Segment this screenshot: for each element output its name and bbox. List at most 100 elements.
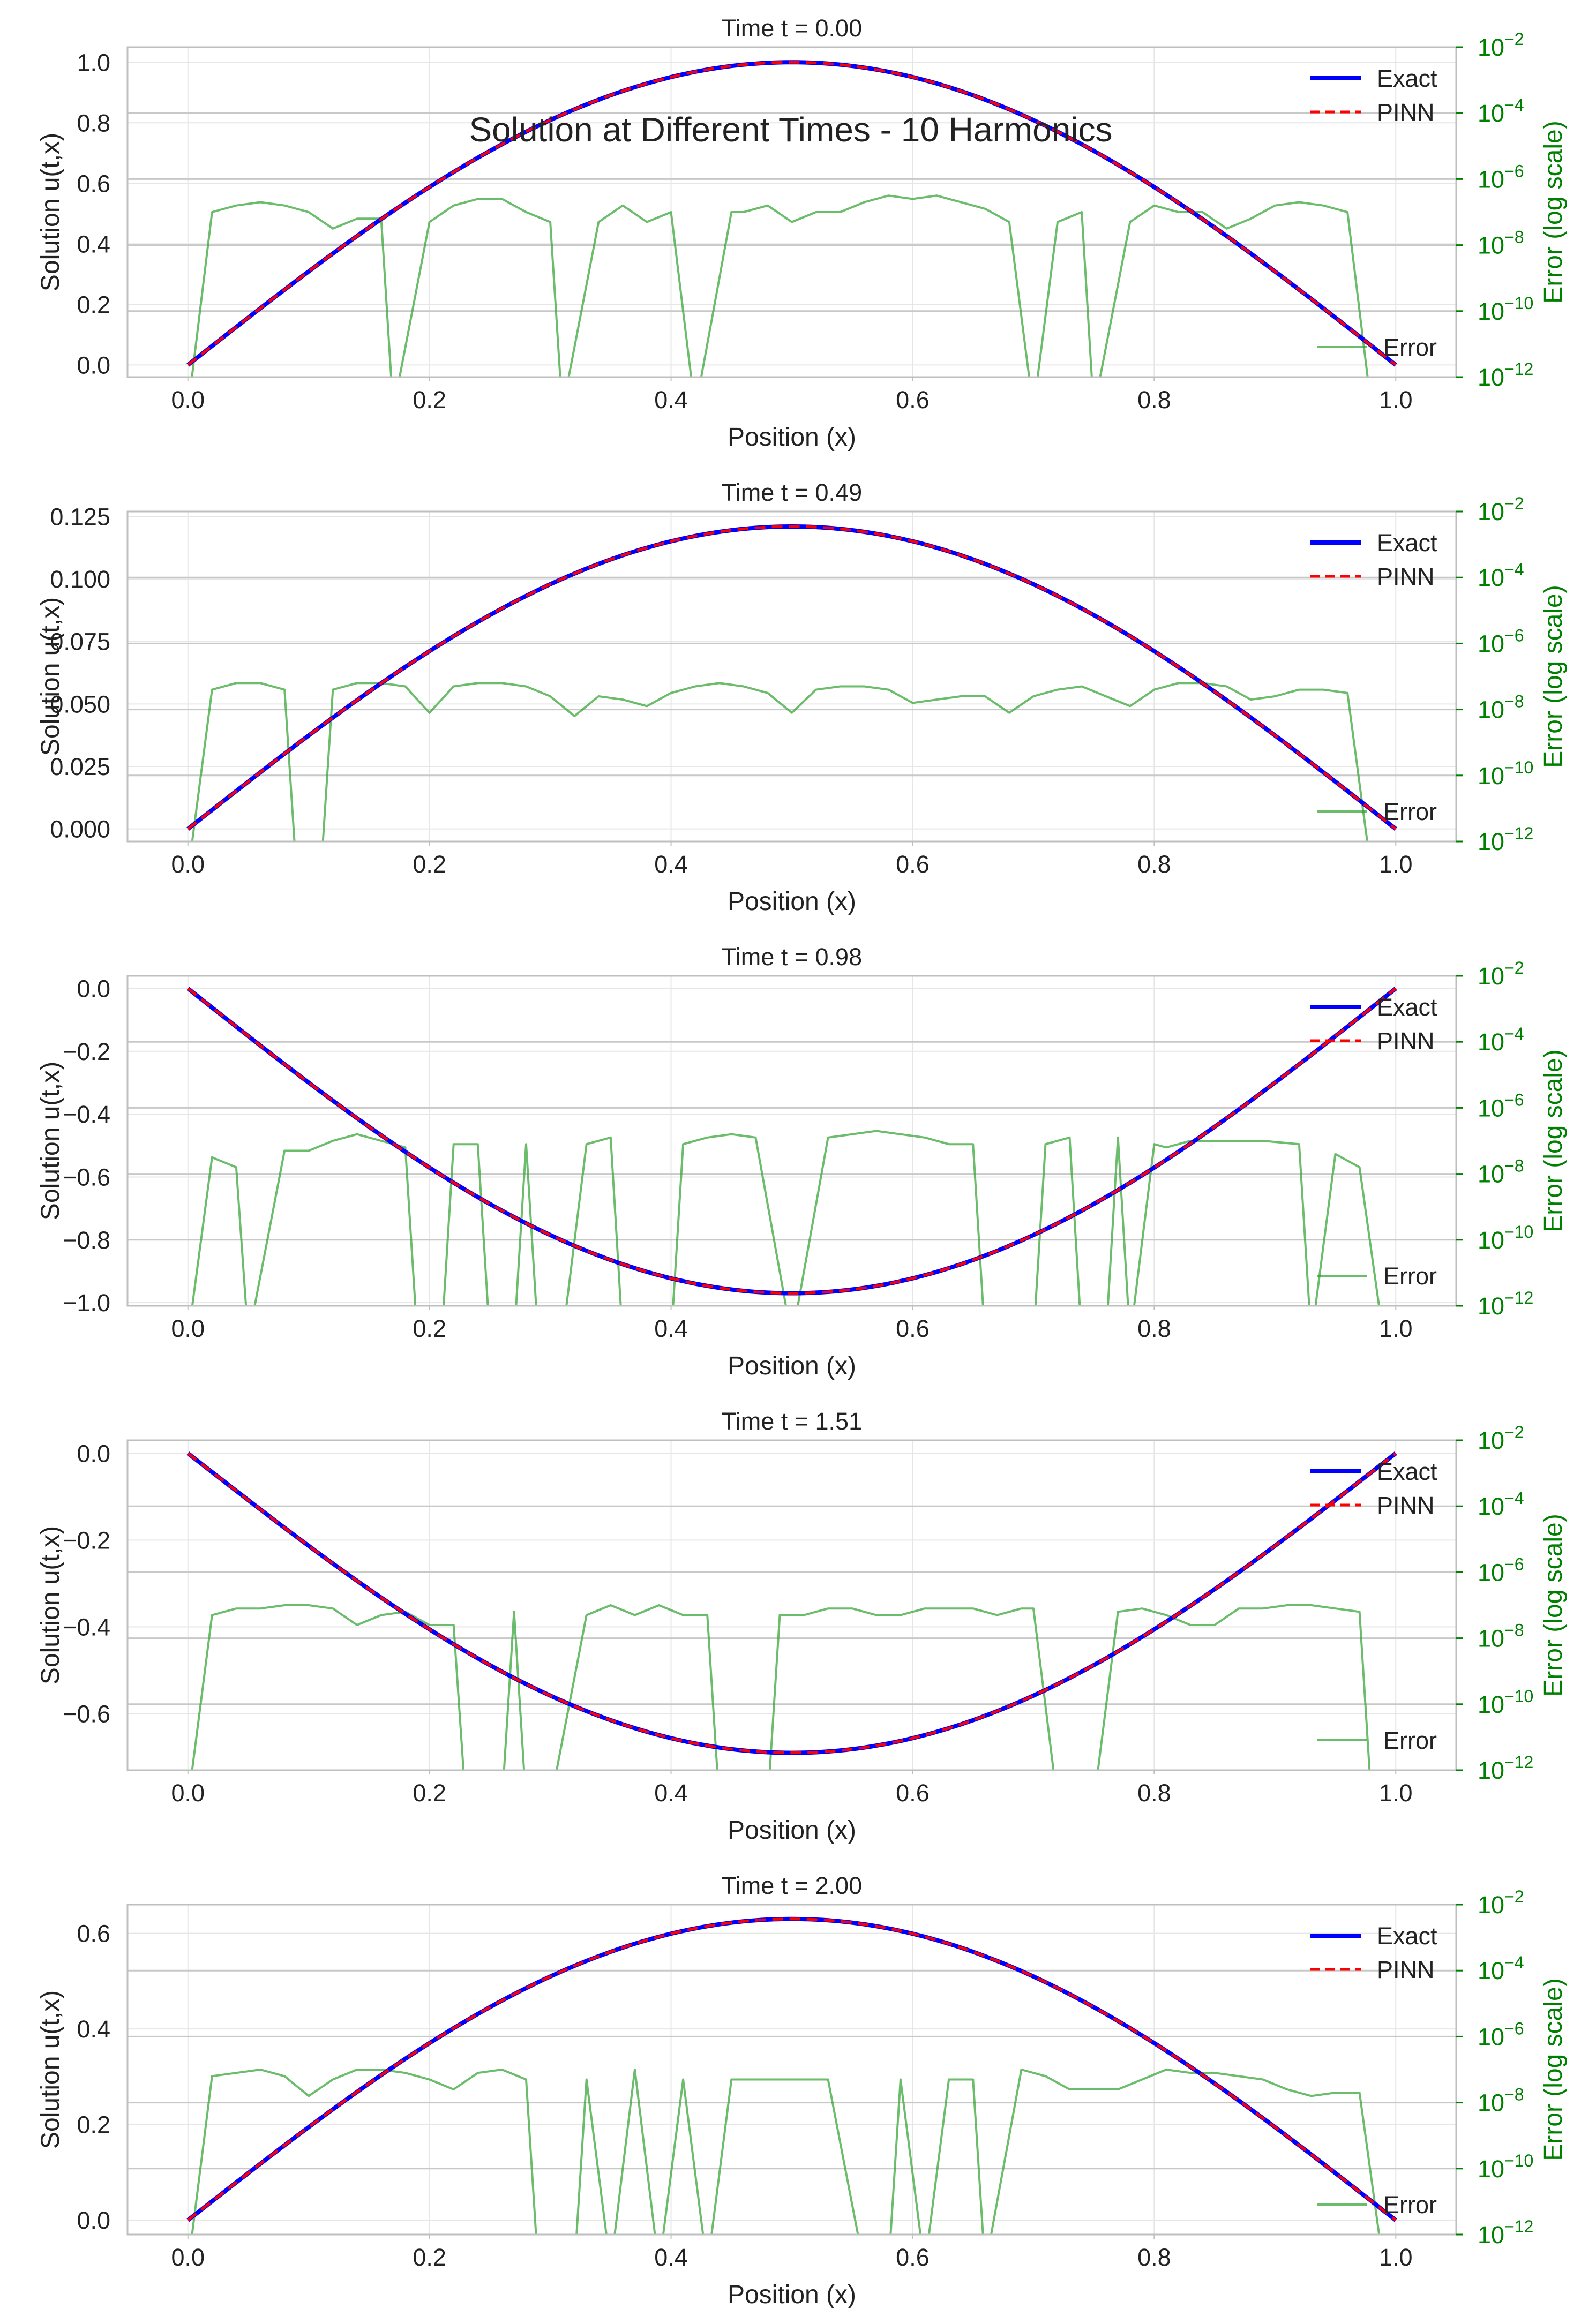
x-tick-label: 0.2: [413, 1779, 446, 1807]
legend-error-label: Error: [1383, 334, 1437, 361]
legend-pinn-label: PINN: [1377, 1492, 1435, 1519]
x-tick-label: 0.4: [654, 851, 688, 878]
y2-tick-label: 10−4: [1478, 1024, 1524, 1056]
x-tick-label: 1.0: [1379, 851, 1413, 878]
y2-tick-label: 10−2: [1478, 958, 1524, 990]
y2-tick-label: 10−6: [1478, 161, 1524, 193]
x-tick-label: 1.0: [1379, 1315, 1413, 1342]
y2-axis-label: Error (log scale): [1539, 1049, 1568, 1232]
y2-tick-label: 10−10: [1478, 1222, 1533, 1254]
x-tick-label: 0.4: [654, 386, 688, 413]
y2-axis-label: Error (log scale): [1539, 121, 1568, 303]
x-tick-label: 0.6: [896, 386, 930, 413]
y-tick-label: 0.125: [50, 503, 110, 530]
panel-title: Time t = 0.98: [722, 943, 862, 971]
y-tick-label: 0.050: [50, 690, 110, 718]
subplot: Time t = 0.49 0.0 0.2 0.4 0.6 0.8 1.0 Position …: [36, 479, 1568, 916]
y2-tick-label: 10−6: [1478, 1554, 1524, 1586]
y-axis-label: Solution u(t,x): [36, 133, 65, 291]
x-tick-label: 0.8: [1137, 2244, 1171, 2271]
y2-axis-label: Error (log scale): [1539, 1514, 1568, 1696]
y-tick-label: −0.8: [63, 1227, 110, 1254]
y-tick-label: 0.6: [77, 170, 110, 197]
x-tick-label: 0.6: [896, 1315, 930, 1342]
y2-tick-label: 10−8: [1478, 1156, 1524, 1188]
y2-tick-label: 10−2: [1478, 494, 1524, 525]
y-tick-label: 0.6: [77, 1920, 110, 1947]
y-tick-label: −0.6: [63, 1163, 110, 1191]
y-tick-label: 0.0: [77, 975, 110, 1002]
x-tick-label: 0.0: [171, 2244, 205, 2271]
plot-area: [128, 1905, 1456, 2235]
x-axis-label: Position (x): [728, 2281, 856, 2309]
x-tick-label: 0.2: [413, 851, 446, 878]
x-tick-label: 0.2: [413, 386, 446, 413]
y-tick-label: 0.8: [77, 109, 110, 137]
x-axis-label: Position (x): [728, 888, 856, 916]
pinn-line: [187, 1917, 1397, 2222]
plot-frame: [126, 1904, 1457, 2236]
y-tick-label: −0.2: [63, 1038, 110, 1065]
figure-suptitle: Solution at Different Times - 10 Harmoni…: [469, 110, 1112, 149]
plot-series: [186, 987, 1397, 1306]
legend-pinn-label: PINN: [1377, 1027, 1435, 1055]
subplot: Time t = 1.51 0.0 0.2 0.4 0.6 0.8 1.0 Position …: [36, 1408, 1568, 1845]
legend-exact-label: Exact: [1377, 1922, 1437, 1950]
y2-tick-label: 10−4: [1478, 1488, 1524, 1520]
y-tick-label: 0.000: [50, 816, 110, 843]
legend-exact-label: Exact: [1377, 65, 1437, 92]
y2-axis-label: Error (log scale): [1539, 1978, 1568, 2161]
error-line: [191, 1130, 1381, 1306]
x-tick-label: 0.0: [171, 1779, 205, 1807]
x-tick-label: 0.8: [1137, 1779, 1171, 1807]
y-tick-label: 0.100: [50, 566, 110, 593]
panel-title: Time t = 2.00: [722, 1872, 862, 1899]
x-tick-label: 0.2: [413, 1315, 446, 1342]
y2-tick-label: 10−10: [1478, 758, 1533, 789]
y-axis-label: Solution u(t,x): [36, 1990, 65, 2149]
y2-tick-label: 10−6: [1478, 626, 1524, 657]
y2-tick-label: 10−12: [1478, 1288, 1533, 1320]
y-tick-label: 0.2: [77, 291, 110, 318]
subplot: Time t = 2.00 0.0 0.2 0.4 0.6 0.8 1.0 Position …: [36, 1872, 1568, 2309]
plot-area: [128, 1440, 1456, 1770]
y2-tick-label: 10−8: [1478, 228, 1524, 259]
y2-tick-label: 10−8: [1478, 692, 1524, 724]
pinn-line: [187, 1452, 1397, 1755]
y2-tick-label: 10−2: [1478, 29, 1524, 61]
y-axis-label: Solution u(t,x): [36, 597, 65, 756]
pinn-line: [187, 987, 1397, 1295]
x-tick-label: 0.2: [413, 2244, 446, 2271]
subplot: Time t = 0.00 0.0 0.2 0.4 0.6 0.8 1.0 Position …: [36, 14, 1568, 452]
pinn-line: [187, 61, 1397, 366]
y2-tick-label: 10−12: [1478, 359, 1533, 391]
y2-tick-label: 10−10: [1478, 294, 1533, 325]
y2-tick-label: 10−12: [1478, 2217, 1533, 2248]
y-tick-label: 1.0: [77, 49, 110, 76]
x-tick-label: 0.4: [654, 1315, 688, 1342]
y-tick-label: 0.4: [77, 230, 110, 258]
x-tick-label: 0.8: [1137, 1315, 1171, 1342]
plot-series: [186, 1451, 1397, 1770]
x-axis-label: Position (x): [728, 423, 856, 452]
x-tick-label: 0.0: [171, 851, 205, 878]
x-tick-label: 1.0: [1379, 386, 1413, 413]
y-tick-label: −1.0: [63, 1289, 110, 1317]
x-tick-label: 0.8: [1137, 851, 1171, 878]
plot-area: [128, 47, 1456, 377]
legend-error-label: Error: [1383, 1262, 1437, 1290]
y-tick-label: −0.4: [63, 1101, 110, 1128]
y-tick-label: −0.2: [63, 1526, 110, 1554]
y2-axis-label: Error (log scale): [1539, 585, 1568, 768]
x-tick-label: 0.0: [171, 1315, 205, 1342]
legend-pinn-label: PINN: [1377, 1956, 1435, 1983]
plot-frame: [126, 975, 1457, 1307]
plot-series: [186, 524, 1397, 841]
legend-exact-label: Exact: [1377, 529, 1437, 556]
x-tick-label: 1.0: [1379, 2244, 1413, 2271]
y-tick-label: 0.0: [77, 2207, 110, 2234]
legend-error-label: Error: [1383, 1727, 1437, 1754]
legend-pinn-label: PINN: [1377, 563, 1435, 590]
subplot: Time t = 0.98 0.0 0.2 0.4 0.6 0.8 1.0 Position …: [36, 943, 1568, 1380]
